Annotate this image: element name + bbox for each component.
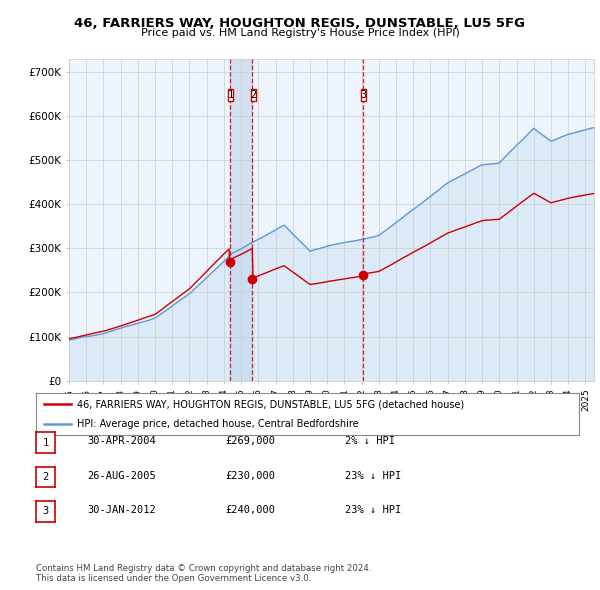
Text: 46, FARRIERS WAY, HOUGHTON REGIS, DUNSTABLE, LU5 5FG: 46, FARRIERS WAY, HOUGHTON REGIS, DUNSTA… [74, 17, 526, 30]
Text: 1: 1 [227, 90, 233, 100]
Bar [228, 88, 233, 101]
Text: 2: 2 [250, 90, 256, 100]
Bar [251, 88, 256, 101]
Text: 2% ↓ HPI: 2% ↓ HPI [345, 437, 395, 446]
Text: 23% ↓ HPI: 23% ↓ HPI [345, 505, 401, 514]
Text: £269,000: £269,000 [225, 437, 275, 446]
Text: £240,000: £240,000 [225, 505, 275, 514]
Bar [361, 88, 366, 101]
Text: £230,000: £230,000 [225, 471, 275, 480]
Text: 2: 2 [43, 472, 49, 482]
Text: 46, FARRIERS WAY, HOUGHTON REGIS, DUNSTABLE, LU5 5FG (detached house): 46, FARRIERS WAY, HOUGHTON REGIS, DUNSTA… [77, 399, 464, 409]
Text: 26-AUG-2005: 26-AUG-2005 [87, 471, 156, 480]
Text: 3: 3 [43, 506, 49, 516]
Text: 1: 1 [43, 438, 49, 448]
Text: 23% ↓ HPI: 23% ↓ HPI [345, 471, 401, 480]
Text: Price paid vs. HM Land Registry's House Price Index (HPI): Price paid vs. HM Land Registry's House … [140, 28, 460, 38]
Text: 30-JAN-2012: 30-JAN-2012 [87, 505, 156, 514]
Text: 3: 3 [361, 90, 367, 100]
Bar [230, 59, 253, 381]
Text: Contains HM Land Registry data © Crown copyright and database right 2024.
This d: Contains HM Land Registry data © Crown c… [36, 563, 371, 583]
Text: HPI: Average price, detached house, Central Bedfordshire: HPI: Average price, detached house, Cent… [77, 419, 358, 429]
Text: 30-APR-2004: 30-APR-2004 [87, 437, 156, 446]
